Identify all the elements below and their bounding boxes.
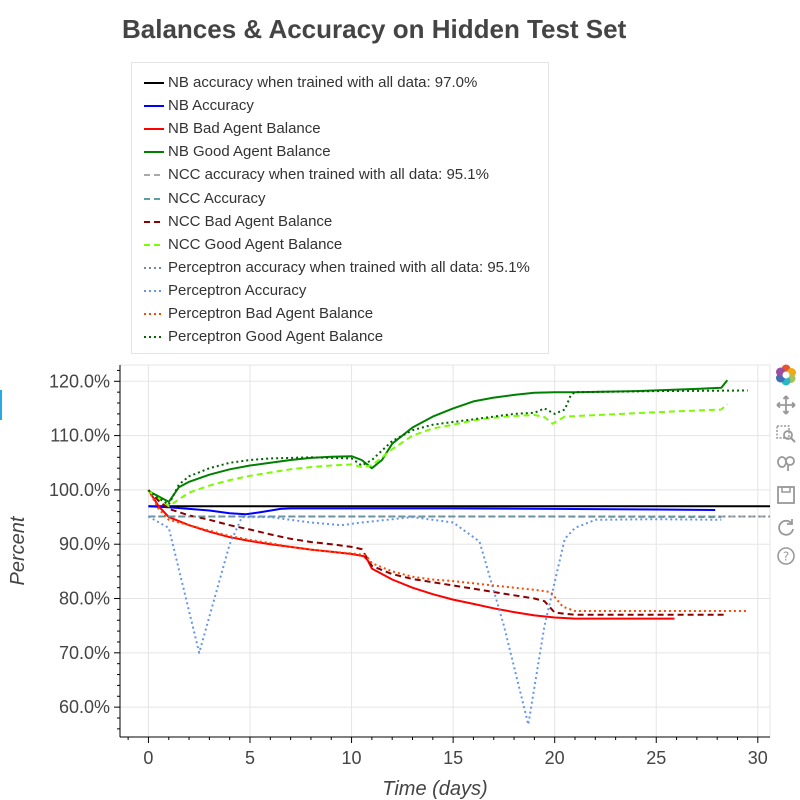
legend-swatch [144,82,164,84]
legend-label: NB Accuracy [168,97,254,115]
help-icon[interactable]: ? [775,545,797,567]
legend-label: NCC Good Agent Balance [168,235,343,253]
active-tool-indicator [0,390,2,420]
legend-item[interactable]: Perceptron Accuracy [142,280,542,303]
y-tick-label: 60.0% [59,697,110,717]
x-tick-label: 0 [143,748,153,768]
series-line-6 [147,489,728,616]
legend-item[interactable]: NCC Accuracy [142,188,542,211]
legend-label: Perceptron Accuracy [168,281,307,299]
plot-frame [119,364,771,738]
svg-text:?: ? [783,550,789,564]
x-tick-label: 20 [545,748,565,768]
series-line-1 [148,505,716,516]
pan-icon[interactable] [775,394,797,416]
series-line-10 [147,489,748,612]
series-line-7 [147,403,728,508]
legend-label: NCC Bad Agent Balance [168,212,333,230]
legend-item[interactable]: Perceptron Good Agent Balance [142,326,542,349]
y-axis-label: Percent [7,515,29,585]
reset-icon[interactable] [775,516,797,538]
legend-swatch [144,313,164,315]
legend-item[interactable]: NB Bad Agent Balance [142,118,542,141]
legend-swatch [144,197,164,200]
legend-swatch [144,174,164,177]
legend-item[interactable]: NB accuracy when trained with all data: … [142,72,542,95]
legend-swatch [144,289,164,292]
x-tick-label: 5 [245,748,255,768]
legend-label: NCC accuracy when trained with all data:… [168,166,489,184]
legend-swatch [144,266,164,269]
legend-item[interactable]: NB Accuracy [142,95,542,118]
series-line-9 [147,515,722,726]
legend-swatch [144,105,164,108]
y-tick-label: 120.0% [49,371,110,391]
legend-item[interactable]: NCC accuracy when trained with all data:… [142,164,542,187]
legend-label: Perceptron Bad Agent Balance [168,305,374,322]
box-zoom-icon[interactable] [775,424,797,446]
x-tick-label: 25 [646,748,666,768]
x-tick-label: 10 [342,748,362,768]
save-icon[interactable] [775,484,797,506]
legend-label: Perceptron accuracy when trained with al… [168,258,530,276]
legend-swatch [144,336,164,339]
legend-label: NB Bad Agent Balance [168,120,321,138]
legend-item[interactable]: NCC Bad Agent Balance [142,211,542,234]
y-tick-label: 70.0% [59,643,110,663]
wheel-zoom-icon[interactable] [775,452,797,474]
y-tick-label: 80.0% [59,589,110,609]
legend-swatch [144,128,164,131]
y-tick-label: 110.0% [50,426,110,446]
y-tick-label: 100.0% [49,480,110,500]
legend-item[interactable]: NCC Good Agent Balance [142,234,542,257]
legend-label: NB accuracy when trained with all data: … [168,74,478,91]
legend: NB accuracy when trained with all data: … [131,62,549,354]
y-tick-label: 90.0% [59,534,110,554]
legend-swatch [144,220,164,223]
x-axis-label: Time (days) [382,778,487,800]
legend-swatch [144,243,164,246]
series-line-3 [147,379,729,503]
chart-title: Balances & Accuracy on Hidden Test Set [122,14,627,44]
legend-swatch [144,151,164,154]
legend-item[interactable]: Perceptron Bad Agent Balance [142,303,542,326]
series-line-2 [147,489,675,620]
legend-item[interactable]: Perceptron accuracy when trained with al… [142,257,542,280]
x-tick-label: 15 [443,748,463,768]
legend-label: Perceptron Good Agent Balance [168,328,384,346]
x-tick-label: 30 [748,748,768,768]
legend-item[interactable]: NB Good Agent Balance [142,141,542,164]
series-line-11 [147,389,748,506]
legend-label: NCC Accuracy [168,189,266,207]
bokeh-logo-icon[interactable] [775,364,797,386]
legend-label: NB Good Agent Balance [168,143,331,161]
